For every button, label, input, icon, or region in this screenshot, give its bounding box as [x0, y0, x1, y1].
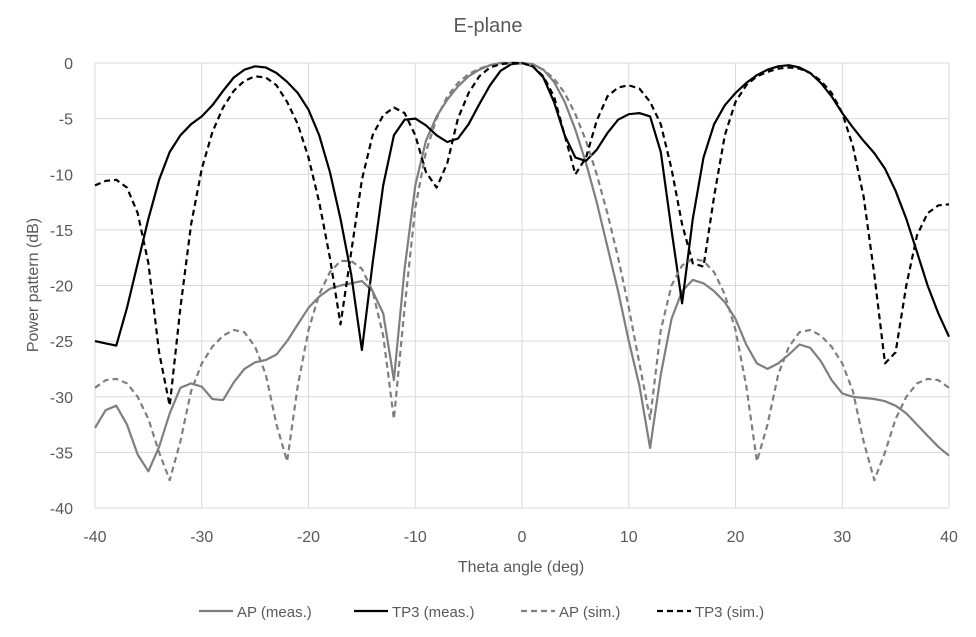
x-tick-label: 20	[727, 529, 745, 546]
y-tick-label: -30	[50, 390, 73, 407]
gridlines	[94, 62, 950, 509]
x-tick-label: -20	[297, 529, 320, 546]
y-axis-ticks: 0 -5 -10 -15 -20 -25 -30 -35 -40	[50, 56, 73, 518]
x-axis-label: Theta angle (deg)	[458, 559, 584, 576]
legend-label: TP3 (sim.)	[695, 604, 764, 621]
x-tick-label: 30	[833, 529, 851, 546]
y-tick-label: -20	[50, 279, 73, 296]
series-line-4	[94, 61, 950, 407]
y-tick-label: -5	[59, 112, 73, 129]
legend-label: AP (meas.)	[237, 604, 312, 621]
y-tick-label: -25	[50, 334, 73, 351]
legend: AP (meas.) TP3 (meas.) AP (sim.) TP3 (sim.)	[199, 604, 764, 621]
x-tick-label: -40	[83, 529, 106, 546]
y-tick-label: -15	[50, 223, 73, 240]
legend-label: TP3 (meas.)	[392, 604, 475, 621]
y-axis-label: Power pattern (dB)	[25, 218, 42, 352]
x-tick-label: 10	[620, 529, 638, 546]
chart-title: E-plane	[454, 15, 523, 37]
x-tick-label: -30	[190, 529, 213, 546]
y-tick-label: -35	[50, 445, 73, 462]
y-tick-label: -40	[50, 501, 73, 518]
x-tick-label: 0	[518, 529, 527, 546]
legend-label: AP (sim.)	[559, 604, 620, 621]
x-tick-label: 40	[940, 529, 958, 546]
x-axis-ticks: -40 -30 -20 -10 0 10 20 30 40	[83, 529, 958, 546]
series-group	[94, 61, 951, 482]
y-tick-label: -10	[50, 167, 73, 184]
x-tick-label: -10	[404, 529, 427, 546]
y-tick-label: 0	[64, 56, 73, 73]
